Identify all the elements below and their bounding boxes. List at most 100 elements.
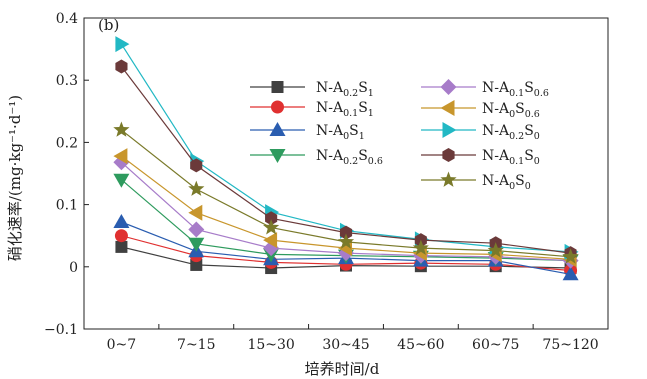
- data-point: [562, 266, 579, 281]
- y-tick-label: 0.2: [56, 135, 78, 151]
- legend-label-text: N-A: [316, 80, 344, 96]
- legend-item: N-A0.2S0.6: [250, 148, 383, 167]
- x-tick-label: 45~60: [397, 337, 444, 353]
- data-point: [190, 258, 203, 271]
- data-point: [337, 233, 355, 249]
- legend-label-text: N-A: [316, 100, 344, 116]
- plot-border: [83, 17, 609, 330]
- legend-label-subscript: 0.2: [343, 88, 358, 99]
- legend: N-A0.2S1N-A0.1S1N-A0S1N-A0.2S0.6N-A0.1S0…: [250, 79, 549, 192]
- y-axis-label: 硝化速率/(mg·kg⁻¹·d⁻¹): [6, 95, 24, 261]
- legend-item: N-A0.1S0: [421, 148, 540, 167]
- legend-marker: [271, 100, 284, 114]
- data-point: [263, 232, 278, 249]
- legend-marker: [442, 122, 457, 138]
- legend-label-subscript: 0: [509, 109, 515, 120]
- data-point: [113, 173, 130, 188]
- legend-marker: [442, 148, 455, 162]
- legend-marker: [440, 79, 457, 95]
- y-tick-label: 0.1: [56, 198, 78, 214]
- legend-item: N-A0.2S1: [250, 80, 374, 99]
- legend-label: N-A0.1S0.6: [482, 80, 549, 99]
- legend-label-subscript: 0.2: [509, 131, 524, 142]
- x-tick-label: 30~45: [322, 337, 369, 353]
- legend-label-text: S: [524, 80, 534, 96]
- legend-label-subscript: 0.1: [509, 88, 524, 99]
- legend-label-text: S: [349, 123, 359, 139]
- legend-item: N-A0.1S0.6: [421, 79, 549, 99]
- legend-label-subscript: 1: [368, 88, 374, 99]
- legend-label-subscript: 0.6: [525, 109, 540, 120]
- panel-label: (b): [98, 16, 119, 34]
- data-point: [115, 59, 128, 74]
- x-axis-label: 培养时间/d: [305, 360, 380, 378]
- legend-item: N-A0.1S1: [250, 100, 374, 119]
- legend-label: N-A0.2S0: [482, 123, 540, 142]
- legend-label-subscript: 1: [368, 108, 374, 119]
- legend-label-subscript: 0: [509, 181, 515, 192]
- legend-label-text: S: [358, 80, 368, 96]
- data-point: [188, 204, 203, 221]
- legend-label-text: S: [358, 100, 368, 116]
- legend-label-subscript: 0: [534, 156, 540, 167]
- legend-marker: [440, 100, 455, 116]
- legend-label-subscript: 0.6: [534, 88, 549, 99]
- legend-label: N-A0.2S0.6: [316, 148, 383, 167]
- data-point: [113, 214, 130, 228]
- x-tick-label: 7~15: [177, 337, 215, 353]
- legend-label-subscript: 1: [359, 131, 365, 142]
- data-point: [412, 239, 429, 255]
- legend-label-text: N-A: [482, 123, 510, 139]
- legend-label-text: N-A: [482, 80, 510, 96]
- data-point: [339, 225, 353, 240]
- plot-frame: [83, 17, 609, 330]
- legend-label-text: S: [515, 101, 525, 117]
- legend-label: N-A0.1S0: [482, 148, 540, 167]
- legend-marker: [271, 81, 284, 93]
- legend-label-subscript: 0.6: [368, 156, 383, 167]
- legend-marker: [440, 171, 457, 187]
- data-point: [188, 237, 205, 252]
- y-tick-label: −0.1: [44, 322, 78, 338]
- x-tick-label: 75~120: [542, 337, 598, 353]
- series-9: [113, 121, 579, 264]
- data-point: [263, 219, 280, 235]
- x-tick-label: 15~30: [247, 337, 294, 353]
- data-point: [115, 36, 130, 53]
- legend-label: N-A0S0.6: [482, 101, 540, 120]
- legend-label-text: N-A: [316, 123, 344, 139]
- data-point: [114, 229, 128, 243]
- legend-label-subscript: 0: [525, 181, 531, 192]
- legend-item: N-A0.2S0: [421, 122, 540, 142]
- y-tick-label: 0.3: [56, 73, 78, 89]
- legend-label: N-A0S0: [482, 173, 531, 192]
- legend-item: N-A0S1: [250, 122, 365, 142]
- legend-label-text: S: [524, 148, 534, 164]
- legend-label-text: N-A: [316, 148, 344, 164]
- y-tick-label: 0: [69, 260, 78, 276]
- series-layer: [113, 36, 579, 281]
- legend-label-text: N-A: [482, 101, 510, 117]
- data-point: [562, 248, 579, 264]
- data-point: [188, 180, 205, 196]
- axes-layer: −0.1 0 0.1 0.2 0.3 0.4 0~7 7~15 15~30 30~45 45~60 6…: [44, 11, 609, 353]
- data-point: [188, 221, 205, 238]
- legend-label-text: S: [524, 123, 534, 139]
- data-point: [190, 158, 203, 173]
- legend-label-subscript: 0: [343, 131, 349, 142]
- data-point: [487, 242, 504, 258]
- data-point: [265, 211, 278, 226]
- legend-label: N-A0.1S1: [316, 100, 374, 119]
- legend-label-text: S: [358, 148, 368, 164]
- x-tick-label: 60~75: [472, 337, 519, 353]
- legend-label: N-A0S1: [316, 123, 365, 142]
- x-tick-label: 0~7: [107, 337, 137, 353]
- data-point: [113, 121, 130, 137]
- legend-label-subscript: 0.2: [343, 156, 358, 167]
- legend-marker: [269, 122, 286, 136]
- legend-label-text: S: [515, 173, 525, 189]
- legend-label-subscript: 0: [534, 131, 540, 142]
- legend-item: N-A0S0.6: [421, 100, 540, 120]
- data-point: [113, 148, 128, 165]
